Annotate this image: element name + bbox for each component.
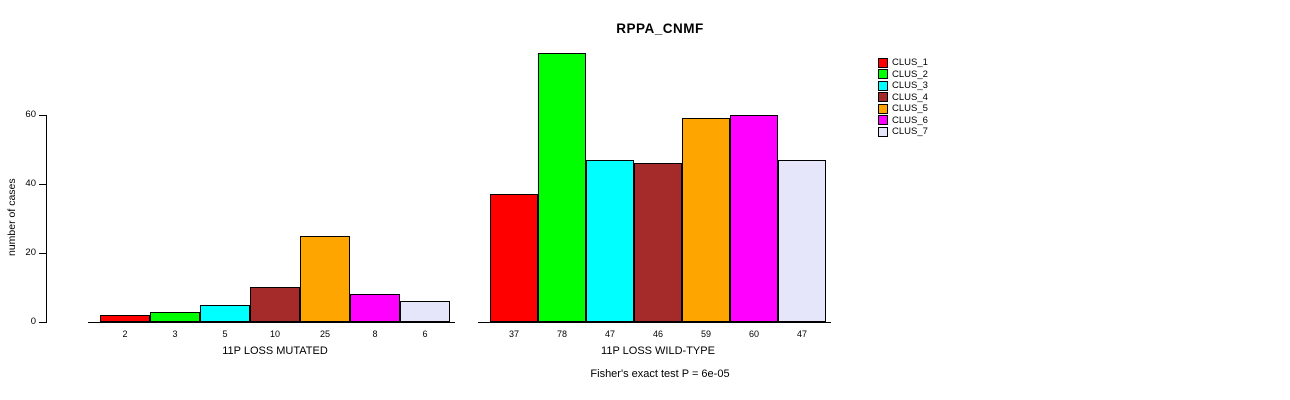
legend-swatch xyxy=(878,80,888,91)
x-axis-line xyxy=(88,322,455,323)
bar-CLUS_5 xyxy=(682,118,730,322)
x-axis-line xyxy=(478,322,831,323)
y-tick xyxy=(39,322,47,323)
bar-CLUS_4 xyxy=(634,163,682,322)
legend-label: CLUS_3 xyxy=(892,80,928,92)
legend-item: CLUS_1 xyxy=(878,57,928,69)
legend-swatch xyxy=(878,103,888,114)
bar-value-label: 59 xyxy=(700,329,711,339)
legend-item: CLUS_7 xyxy=(878,126,928,138)
legend-label: CLUS_6 xyxy=(892,114,928,126)
legend: CLUS_1 CLUS_2 CLUS_3 CLUS_4 CLUS_5 CLUS_6 CLUS… xyxy=(878,57,928,138)
bar-value-label: 5 xyxy=(222,329,228,339)
y-tick-label: 20 xyxy=(25,247,36,258)
legend-swatch xyxy=(878,115,888,126)
bar-CLUS_7 xyxy=(400,301,450,322)
legend-item: CLUS_6 xyxy=(878,115,928,127)
bar-value-label: 2 xyxy=(122,329,128,339)
chart-title: RPPA_CNMF xyxy=(616,21,704,36)
bar-CLUS_3 xyxy=(200,305,250,322)
legend-swatch xyxy=(878,69,888,80)
legend-label: CLUS_5 xyxy=(892,103,928,115)
y-tick-label: 40 xyxy=(25,178,36,189)
bar-CLUS_4 xyxy=(250,287,300,322)
legend-swatch xyxy=(878,57,888,68)
legend-label: CLUS_7 xyxy=(892,126,928,138)
bar-CLUS_5 xyxy=(300,236,350,322)
bar-CLUS_2 xyxy=(150,312,200,322)
y-tick xyxy=(39,115,47,116)
bar-CLUS_6 xyxy=(350,294,400,322)
bar-value-label: 25 xyxy=(319,329,330,339)
legend-swatch xyxy=(878,126,888,137)
group-label: 11P LOSS MUTATED xyxy=(222,345,328,357)
footnote: Fisher's exact test P = 6e-05 xyxy=(590,368,730,380)
bar-CLUS_3 xyxy=(586,160,634,322)
bar-value-label: 6 xyxy=(422,329,428,339)
bar-CLUS_1 xyxy=(100,315,150,322)
bar-CLUS_7 xyxy=(778,160,826,322)
legend-label: CLUS_2 xyxy=(892,68,928,80)
bar-value-label: 10 xyxy=(269,329,280,339)
legend-label: CLUS_4 xyxy=(892,91,928,103)
bar-value-label: 60 xyxy=(748,329,759,339)
bar-value-label: 47 xyxy=(796,329,807,339)
bar-value-label: 46 xyxy=(652,329,663,339)
legend-item: CLUS_3 xyxy=(878,80,928,92)
group-label: 11P LOSS WILD-TYPE xyxy=(601,345,715,357)
bar-CLUS_1 xyxy=(490,194,538,322)
legend-item: CLUS_5 xyxy=(878,103,928,115)
bar-CLUS_6 xyxy=(730,115,778,322)
y-tick xyxy=(39,253,47,254)
bar-value-label: 47 xyxy=(604,329,615,339)
legend-label: CLUS_1 xyxy=(892,57,928,69)
bar-CLUS_2 xyxy=(538,53,586,322)
bar-value-label: 3 xyxy=(172,329,178,339)
bar-value-label: 78 xyxy=(556,329,567,339)
y-axis-line xyxy=(46,115,47,323)
legend-swatch xyxy=(878,92,888,103)
legend-item: CLUS_2 xyxy=(878,69,928,81)
bar-value-label: 8 xyxy=(372,329,378,339)
y-tick xyxy=(39,184,47,185)
y-tick-label: 0 xyxy=(30,316,36,327)
y-tick-label: 60 xyxy=(25,109,36,120)
y-axis-label: number of cases xyxy=(6,178,18,256)
legend-item: CLUS_4 xyxy=(878,92,928,104)
bar-value-label: 37 xyxy=(508,329,519,339)
